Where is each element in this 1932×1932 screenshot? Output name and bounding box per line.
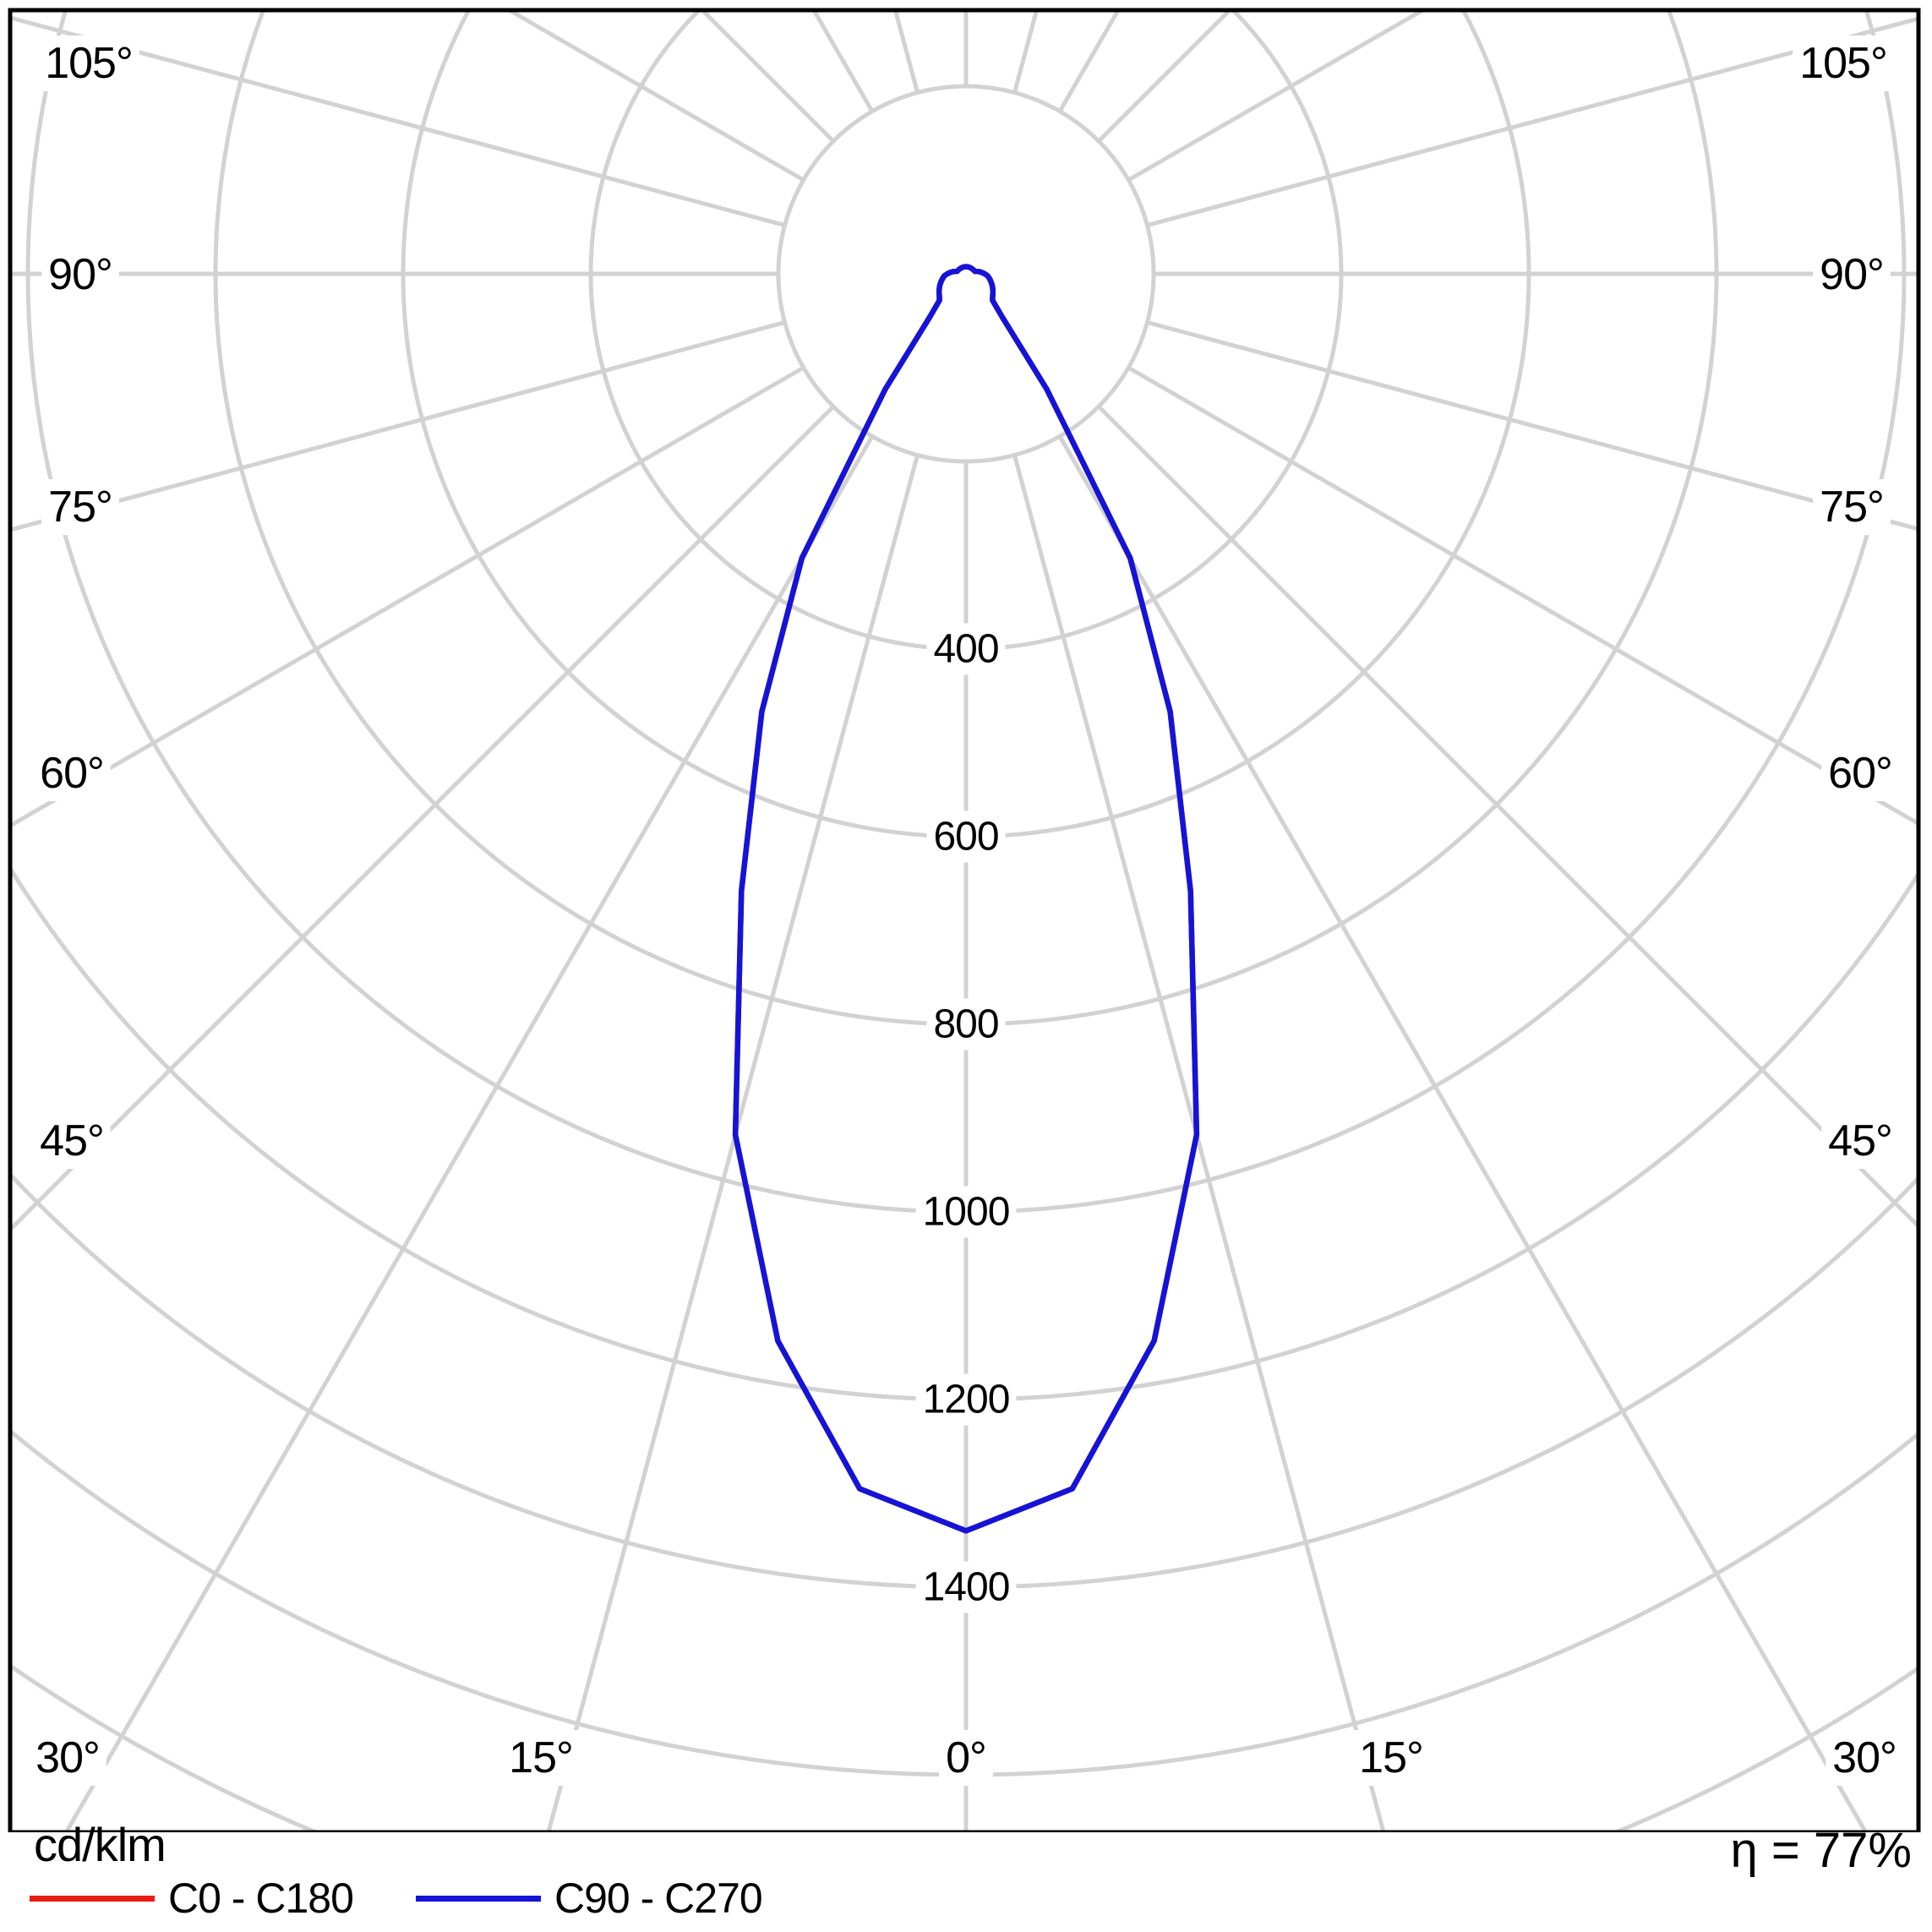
legend-swatch-blue	[416, 1895, 541, 1902]
angle-gridline-ray	[1012, 10, 1040, 94]
angle-label: 60°	[40, 749, 104, 798]
angle-gridline-ray	[1127, 10, 1427, 183]
chart-footer: cd/klm C0 - C180 C90 - C270 η = 77%	[0, 1818, 1932, 1932]
angle-label-backing	[33, 745, 111, 801]
angle-gridline-ray	[546, 454, 920, 1832]
angle-gridline-ray	[1146, 320, 1918, 532]
efficiency-label: η = 77%	[1730, 1823, 1912, 1878]
angle-label: 0°	[946, 1733, 986, 1782]
angle-gridline-ray	[892, 10, 920, 94]
angle-gridline-ray	[10, 320, 786, 532]
angle-gridline-ray	[1097, 405, 1918, 1230]
angle-gridline-ray	[63, 435, 875, 1832]
angle-label: 30°	[35, 1733, 100, 1782]
angle-label-backing	[1821, 745, 1899, 801]
angle-label-backing	[1793, 35, 1894, 91]
angle-gridline-ray	[1146, 16, 1918, 227]
angle-label: 75°	[48, 483, 112, 532]
legend-label-c0-c180: C0 - C180	[168, 1875, 354, 1922]
angle-label: 90°	[1820, 250, 1884, 299]
angle-gridline-ray	[1127, 365, 1918, 827]
angle-label-backing	[29, 1730, 106, 1786]
angle-gridline-ray	[1057, 435, 1869, 1832]
angle-gridline-ray	[505, 10, 805, 183]
angle-label: 105°	[1799, 39, 1887, 88]
radial-value-label: 400	[933, 627, 998, 672]
legend-item-c90-c270: C90 - C270	[416, 1873, 763, 1924]
radial-value-label-backing	[926, 623, 1006, 675]
angle-label: 105°	[45, 39, 133, 88]
angle-gridline-ray	[10, 405, 835, 1233]
angle-label-backing	[502, 1730, 580, 1786]
angle-label: 90°	[48, 250, 112, 299]
radial-value-label: 800	[933, 1002, 998, 1047]
radial-value-label: 1400	[923, 1565, 1010, 1610]
radial-value-label-backing	[926, 998, 1006, 1051]
radial-value-label-backing	[915, 1373, 1017, 1426]
angle-label-backing	[1821, 1113, 1899, 1169]
legend-item-c0-c180: C0 - C180	[30, 1873, 354, 1924]
angle-label: 45°	[40, 1116, 104, 1165]
radial-value-label-backing	[915, 1561, 1017, 1613]
angle-label: 15°	[1359, 1733, 1423, 1782]
angle-label-backing	[41, 479, 119, 535]
angle-gridline-ray	[10, 15, 786, 227]
angle-label-backing	[38, 35, 139, 91]
angle-label-backing	[939, 1730, 993, 1786]
radial-value-label: 1000	[923, 1190, 1010, 1235]
angle-gridline-ray	[1012, 454, 1386, 1832]
radial-value-label: 600	[933, 815, 998, 860]
angle-label: 75°	[1820, 483, 1884, 532]
angle-label-backing	[33, 1113, 111, 1169]
legend-label-c90-c270: C90 - C270	[554, 1875, 763, 1922]
angle-gridline-ray	[10, 365, 805, 828]
angle-label-backing	[1813, 247, 1891, 303]
angle-label: 60°	[1828, 749, 1892, 798]
units-label: cd/klm	[34, 1818, 166, 1871]
angle-label-backing	[41, 247, 119, 303]
legend-swatch-red	[30, 1895, 155, 1902]
angle-label-backing	[1352, 1730, 1430, 1786]
angle-label: 30°	[1832, 1733, 1897, 1782]
radial-value-label-backing	[926, 810, 1006, 863]
angle-label-backing	[1813, 479, 1891, 535]
angle-label-backing	[1826, 1730, 1903, 1786]
intensity-curve-c90-c270	[732, 264, 1200, 1534]
angle-label: 15°	[509, 1733, 573, 1782]
angle-label: 45°	[1828, 1116, 1892, 1165]
radial-value-label: 1200	[923, 1378, 1010, 1422]
radial-gridline-circle	[776, 84, 1156, 464]
radial-value-label-backing	[915, 1186, 1017, 1238]
